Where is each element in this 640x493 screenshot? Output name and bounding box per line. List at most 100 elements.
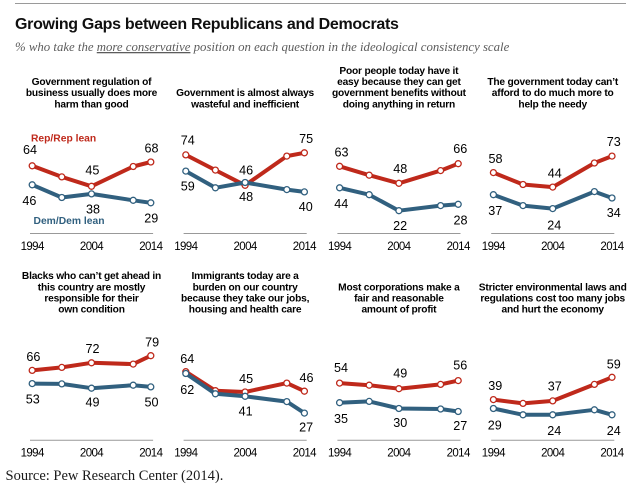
svg-text:burden on our country: burden on our country xyxy=(193,282,299,293)
svg-text:Dem/Dem lean: Dem/Dem lean xyxy=(34,216,105,227)
svg-text:regulations cost too many jobs: regulations cost too many jobs xyxy=(480,294,625,305)
svg-text:2004: 2004 xyxy=(541,241,565,253)
svg-text:56: 56 xyxy=(453,359,467,373)
svg-text:66: 66 xyxy=(453,142,467,156)
svg-text:2014: 2014 xyxy=(139,241,163,253)
svg-text:1994: 1994 xyxy=(482,241,506,253)
svg-text:35: 35 xyxy=(334,412,348,426)
svg-text:Government is almost always: Government is almost always xyxy=(176,88,314,99)
svg-text:1994: 1994 xyxy=(21,448,45,460)
svg-text:and hurt the economy: and hurt the economy xyxy=(501,305,604,316)
svg-text:45: 45 xyxy=(85,163,99,177)
svg-text:2004: 2004 xyxy=(80,241,104,253)
svg-text:harm than good: harm than good xyxy=(54,99,128,110)
svg-text:housing and health care: housing and health care xyxy=(189,305,302,316)
svg-text:46: 46 xyxy=(22,194,36,208)
svg-text:easy because they can get: easy because they can get xyxy=(337,77,461,88)
svg-text:30: 30 xyxy=(393,416,407,430)
svg-text:Blacks who can’t get ahead in: Blacks who can’t get ahead in xyxy=(22,271,161,282)
svg-text:Stricter environmental laws an: Stricter environmental laws and xyxy=(479,282,627,293)
svg-text:49: 49 xyxy=(393,367,407,381)
svg-text:Poor people today have it: Poor people today have it xyxy=(339,66,459,77)
svg-text:1994: 1994 xyxy=(21,241,45,253)
svg-text:50: 50 xyxy=(144,396,158,410)
svg-text:28: 28 xyxy=(453,213,467,227)
svg-text:because they take our jobs,: because they take our jobs, xyxy=(181,294,310,305)
svg-text:2004: 2004 xyxy=(80,448,104,460)
svg-text:2004: 2004 xyxy=(234,448,258,460)
svg-text:1994: 1994 xyxy=(174,241,198,253)
svg-text:doing anything in return: doing anything in return xyxy=(343,99,455,110)
svg-text:34: 34 xyxy=(607,206,621,220)
svg-text:own condition: own condition xyxy=(58,305,124,316)
svg-text:27: 27 xyxy=(299,420,313,434)
svg-text:49: 49 xyxy=(85,396,99,410)
svg-text:72: 72 xyxy=(85,342,99,356)
svg-text:63: 63 xyxy=(334,146,348,160)
svg-text:46: 46 xyxy=(299,371,313,385)
svg-text:1994: 1994 xyxy=(482,448,506,460)
svg-text:amount of profit: amount of profit xyxy=(361,305,437,316)
svg-text:64: 64 xyxy=(180,352,194,366)
svg-text:64: 64 xyxy=(23,143,37,157)
svg-text:The government today can’t: The government today can’t xyxy=(487,77,618,88)
svg-text:Growing Gaps between Republica: Growing Gaps between Republicans and Dem… xyxy=(15,16,399,33)
svg-text:79: 79 xyxy=(145,335,159,349)
svg-text:48: 48 xyxy=(239,190,253,204)
svg-text:Source: Pew Research Center (2: Source: Pew Research Center (2014). xyxy=(6,468,224,484)
svg-text:39: 39 xyxy=(488,379,502,393)
svg-text:66: 66 xyxy=(26,350,40,364)
svg-text:2014: 2014 xyxy=(139,448,163,460)
svg-text:1994: 1994 xyxy=(328,241,352,253)
svg-text:2014: 2014 xyxy=(600,241,624,253)
svg-text:Rep/Rep lean: Rep/Rep lean xyxy=(31,134,96,145)
svg-text:74: 74 xyxy=(181,134,195,148)
svg-text:2004: 2004 xyxy=(234,241,258,253)
svg-text:2014: 2014 xyxy=(447,241,471,253)
svg-text:27: 27 xyxy=(453,419,467,433)
svg-text:responsible for their: responsible for their xyxy=(44,294,139,305)
svg-text:1994: 1994 xyxy=(174,448,198,460)
svg-text:44: 44 xyxy=(548,166,562,180)
svg-text:37: 37 xyxy=(548,380,562,394)
svg-text:75: 75 xyxy=(299,132,313,146)
svg-text:this country are mostly: this country are mostly xyxy=(38,282,146,293)
svg-text:59: 59 xyxy=(607,357,621,371)
svg-text:wasteful and inefficient: wasteful and inefficient xyxy=(190,99,300,110)
svg-text:% who take the more conservati: % who take the more conservative positio… xyxy=(15,40,510,54)
svg-text:2004: 2004 xyxy=(387,241,411,253)
svg-text:1994: 1994 xyxy=(328,448,352,460)
svg-text:53: 53 xyxy=(26,392,40,406)
svg-text:24: 24 xyxy=(607,424,621,438)
svg-text:44: 44 xyxy=(334,197,348,211)
svg-text:59: 59 xyxy=(181,179,195,193)
svg-text:38: 38 xyxy=(86,203,100,217)
svg-text:2004: 2004 xyxy=(387,448,411,460)
svg-text:24: 24 xyxy=(547,424,561,438)
svg-text:fair and reasonable: fair and reasonable xyxy=(354,294,444,305)
svg-text:24: 24 xyxy=(547,219,561,233)
svg-text:48: 48 xyxy=(393,162,407,176)
svg-text:Immigrants today are a: Immigrants today are a xyxy=(192,271,300,282)
svg-text:business usually does more: business usually does more xyxy=(26,88,158,99)
svg-text:41: 41 xyxy=(239,404,253,418)
svg-text:68: 68 xyxy=(144,141,158,155)
svg-text:40: 40 xyxy=(299,200,313,214)
svg-text:45: 45 xyxy=(239,372,253,386)
svg-text:46: 46 xyxy=(239,163,253,177)
svg-text:help the needy: help the needy xyxy=(518,99,587,110)
svg-text:37: 37 xyxy=(488,204,502,218)
svg-text:62: 62 xyxy=(180,383,194,397)
svg-text:29: 29 xyxy=(144,212,158,226)
svg-text:Government regulation of: Government regulation of xyxy=(32,77,153,88)
svg-text:2014: 2014 xyxy=(447,448,471,460)
svg-text:2004: 2004 xyxy=(541,448,565,460)
svg-text:2014: 2014 xyxy=(600,448,624,460)
svg-text:22: 22 xyxy=(393,219,407,233)
svg-text:2014: 2014 xyxy=(293,241,317,253)
svg-text:29: 29 xyxy=(488,419,502,433)
svg-text:2014: 2014 xyxy=(293,448,317,460)
svg-text:afford to do much more to: afford to do much more to xyxy=(492,88,614,99)
svg-text:government benefits without: government benefits without xyxy=(332,88,467,99)
svg-text:58: 58 xyxy=(488,152,502,166)
